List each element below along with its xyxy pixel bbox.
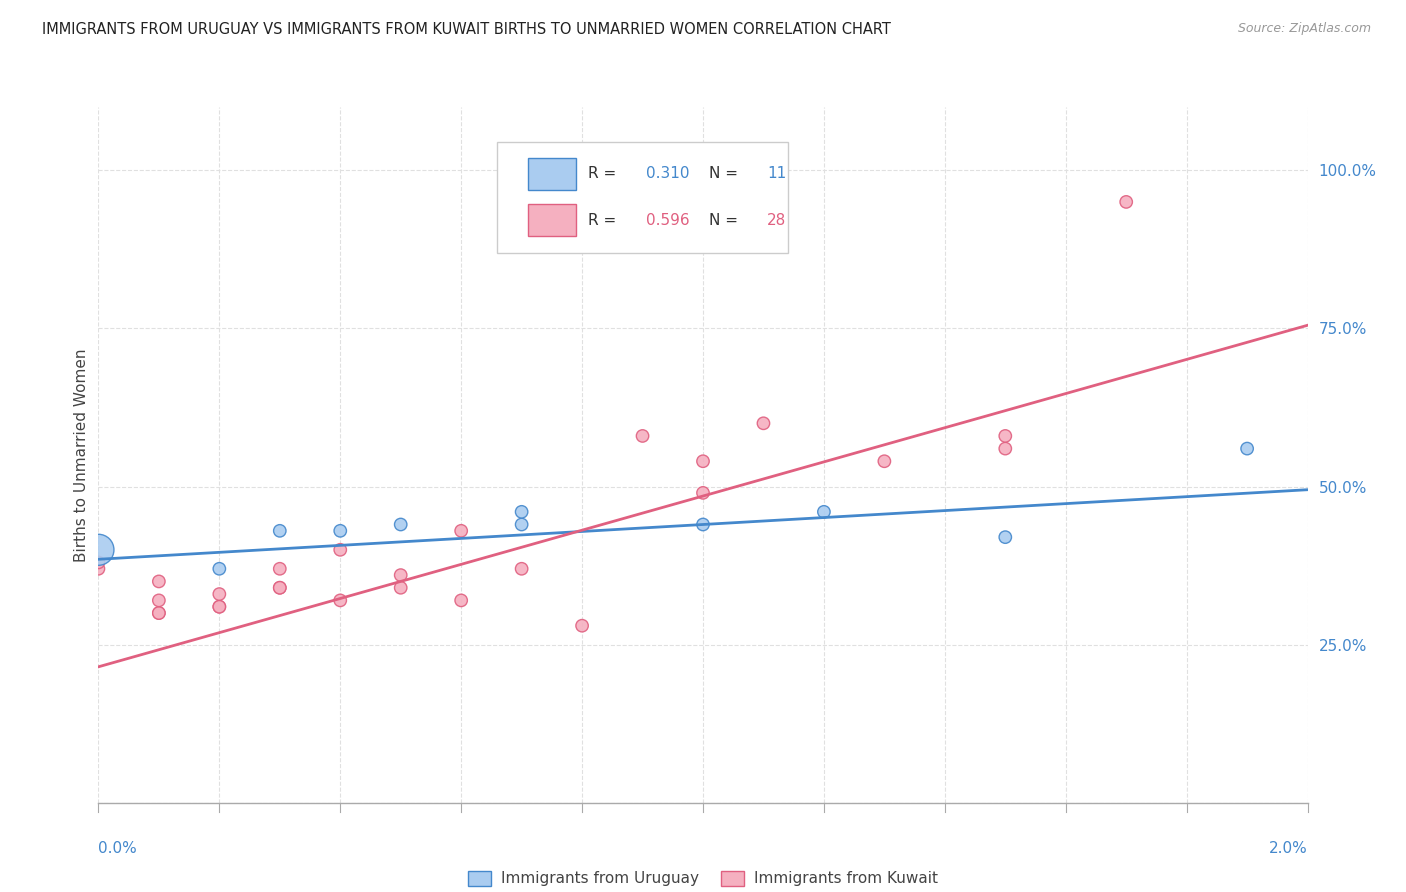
FancyBboxPatch shape [498, 142, 787, 253]
Point [208, 587, 231, 601]
Point [208, 599, 231, 614]
Point [389, 568, 412, 582]
Point [389, 581, 412, 595]
Text: Source: ZipAtlas.com: Source: ZipAtlas.com [1237, 22, 1371, 36]
Point [87, 542, 110, 557]
Text: R =: R = [588, 213, 621, 227]
Point [1236, 442, 1258, 456]
Point [450, 524, 472, 538]
Text: R =: R = [588, 166, 621, 181]
Point [329, 542, 352, 557]
Point [269, 581, 291, 595]
FancyBboxPatch shape [527, 204, 576, 236]
Point [692, 454, 714, 468]
Point [571, 618, 593, 632]
Point [994, 442, 1017, 456]
Point [208, 599, 231, 614]
Point [269, 562, 291, 576]
Text: 0.310: 0.310 [647, 166, 690, 181]
Text: IMMIGRANTS FROM URUGUAY VS IMMIGRANTS FROM KUWAIT BIRTHS TO UNMARRIED WOMEN CORR: IMMIGRANTS FROM URUGUAY VS IMMIGRANTS FR… [42, 22, 891, 37]
Text: N =: N = [709, 166, 742, 181]
Text: 11: 11 [768, 166, 786, 181]
Point [450, 593, 472, 607]
Point [752, 417, 775, 431]
Text: 28: 28 [768, 213, 786, 227]
Point [87, 562, 110, 576]
Point [631, 429, 654, 443]
Point [329, 524, 352, 538]
Point [510, 517, 533, 532]
Point [510, 562, 533, 576]
Point [208, 562, 231, 576]
Text: 0.0%: 0.0% [98, 841, 138, 855]
Legend: Immigrants from Uruguay, Immigrants from Kuwait: Immigrants from Uruguay, Immigrants from… [463, 865, 943, 892]
Text: 2.0%: 2.0% [1268, 841, 1308, 855]
Point [148, 606, 170, 620]
Point [692, 517, 714, 532]
Text: 0.596: 0.596 [647, 213, 690, 227]
Point [329, 593, 352, 607]
Point [148, 593, 170, 607]
Point [510, 505, 533, 519]
Point [994, 429, 1017, 443]
Point [148, 606, 170, 620]
Point [994, 530, 1017, 544]
Point [692, 486, 714, 500]
Point [148, 574, 170, 589]
Point [87, 556, 110, 570]
Point [269, 524, 291, 538]
Y-axis label: Births to Unmarried Women: Births to Unmarried Women [75, 348, 89, 562]
Point [813, 505, 835, 519]
Point [269, 581, 291, 595]
Point [873, 454, 896, 468]
Point [389, 517, 412, 532]
FancyBboxPatch shape [527, 158, 576, 190]
Text: N =: N = [709, 213, 742, 227]
Point [1115, 194, 1137, 209]
